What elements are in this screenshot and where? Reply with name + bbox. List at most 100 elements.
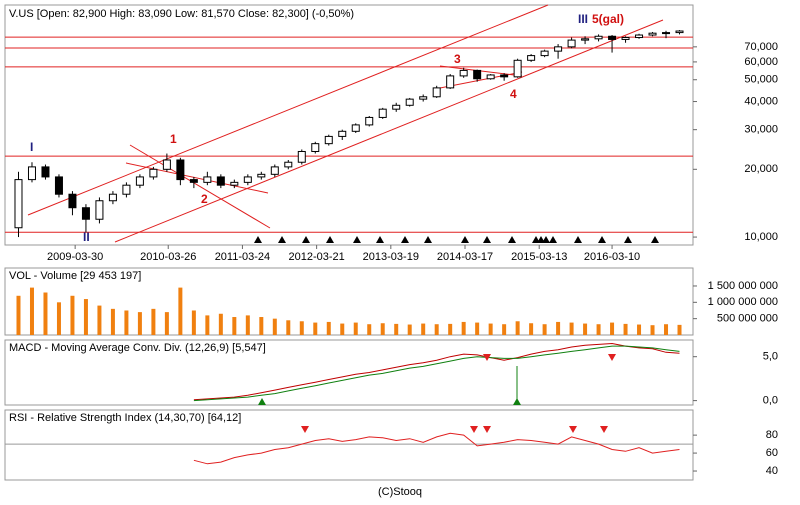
candle-body [594, 35, 603, 40]
candle-body [351, 124, 360, 132]
main-frame [4, 4, 694, 246]
candle-body [378, 108, 387, 118]
candle-body [257, 173, 266, 178]
candle-body [581, 38, 590, 41]
signal-marker [569, 426, 577, 433]
volume-bar [16, 295, 21, 335]
volume-bar [569, 322, 574, 335]
candle-body [675, 30, 684, 34]
y-tick-label: 5,0 [763, 351, 778, 363]
x-tick-label: 2010-03-26 [140, 251, 196, 263]
candle-body [635, 34, 644, 39]
volume-bar [610, 322, 615, 335]
signal-marker [598, 236, 606, 243]
volume-title: VOL - Volume [29 453 197] [9, 270, 141, 282]
candle-body [95, 200, 104, 220]
volume-bar [191, 310, 196, 335]
volume-bar [448, 323, 453, 335]
candle-body [513, 59, 522, 78]
volume-bar [286, 320, 291, 335]
volume-bar [529, 323, 534, 335]
y-tick-label: 80 [766, 429, 778, 441]
wave-label: III [578, 12, 588, 26]
volume-bar [637, 324, 642, 335]
signal-marker [401, 236, 409, 243]
signal-marker [376, 236, 384, 243]
volume-bar [623, 323, 628, 335]
candle-body [122, 184, 131, 195]
signal-marker [326, 236, 334, 243]
volume-bar [110, 308, 115, 335]
channel-lower [114, 19, 664, 243]
signal-marker [483, 236, 491, 243]
signal-marker [483, 426, 491, 433]
y-tick-label: 50,000 [744, 74, 778, 86]
candle-body [68, 193, 77, 209]
candle-body [149, 168, 158, 178]
wave-label: 5(gal) [592, 12, 624, 26]
candle-body [176, 159, 185, 181]
volume-bar [56, 302, 61, 335]
candle-body [216, 176, 225, 186]
volume-bar [70, 295, 75, 335]
volume-bar [137, 312, 142, 335]
candle-body [540, 50, 549, 57]
main-title: V.US [Open: 82,900 High: 83,090 Low: 81,… [9, 8, 354, 20]
volume-bar [299, 321, 304, 335]
volume-bar [340, 323, 345, 335]
signal-marker [301, 426, 309, 433]
y-tick-label: 40 [766, 465, 778, 477]
candle-body [486, 74, 495, 80]
y-tick-label: 20,000 [744, 163, 778, 175]
y-tick-label: 60 [766, 447, 778, 459]
x-tick-label: 2014-03-17 [437, 251, 493, 263]
volume-bar [313, 322, 318, 335]
frames [4, 4, 694, 481]
candle-body [14, 179, 23, 229]
candle-body [621, 37, 630, 40]
candle-body [27, 166, 36, 181]
signal-marker [470, 426, 478, 433]
volume-bar [205, 315, 210, 335]
series-line [193, 342, 680, 401]
volume-bar [394, 323, 399, 335]
signal-marker [651, 236, 659, 243]
candle-body [608, 35, 617, 40]
volume-bar [259, 317, 264, 335]
candle-body [392, 104, 401, 110]
volume-bar [677, 324, 682, 335]
volume-bar [556, 321, 561, 335]
volume-bar [434, 324, 439, 335]
signal-marker [624, 236, 632, 243]
candle-body [230, 181, 239, 186]
wedge-line [125, 162, 269, 194]
volume-bar [650, 325, 655, 335]
volume-bar [515, 321, 520, 335]
volume-bar [97, 305, 102, 335]
volume-bar [421, 323, 426, 335]
series-line [193, 432, 680, 465]
signal-marker [508, 236, 516, 243]
plot: 10,000 20,000 30,000 40,000 50,000 60,000 70,0… [5, 30, 778, 477]
wave-label: 4 [510, 87, 517, 101]
volume-bar [664, 324, 669, 335]
y-tick-label: 70,000 [744, 41, 778, 53]
volume-bar [461, 321, 466, 335]
series-line [193, 345, 680, 402]
candle-body [473, 69, 482, 80]
y-tick-label: 1 500 000 000 [708, 280, 778, 292]
volume-bar [218, 313, 223, 335]
y-tick-label: 60,000 [744, 56, 778, 68]
candle-body [365, 116, 374, 126]
macd-frame [4, 339, 694, 406]
x-tick-label: 2016-03-10 [584, 251, 640, 263]
candle-body [446, 75, 455, 89]
volume-bar [502, 324, 507, 335]
volume-bar [367, 324, 372, 335]
wave-label: 1 [170, 132, 177, 146]
candle-body [405, 98, 414, 106]
signal-marker [461, 236, 469, 243]
y-tick-label: 40,000 [744, 95, 778, 107]
volume-bar [583, 323, 588, 335]
